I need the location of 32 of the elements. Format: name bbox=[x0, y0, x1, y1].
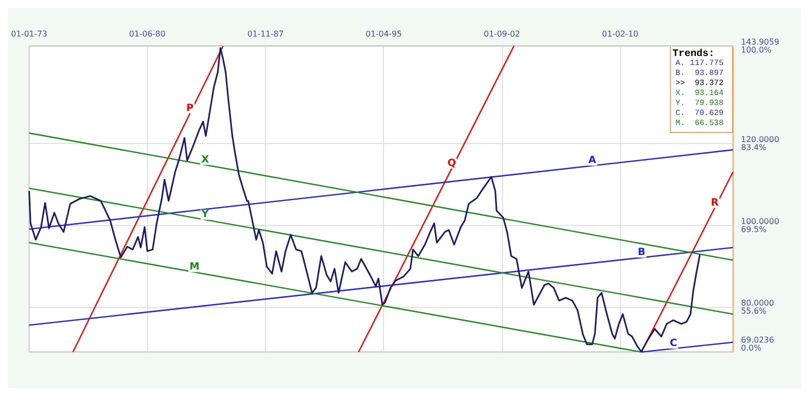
annotation: Y. 79.938 bbox=[676, 99, 724, 108]
annotation: A. 117.775 bbox=[676, 59, 724, 68]
y2-tick-label: 55.6% bbox=[741, 306, 767, 316]
y-tick-label: 143.9059 bbox=[741, 38, 780, 46]
annotation: M. 66.538 bbox=[676, 119, 724, 128]
y-tick-label: 69.0236 0.0% bbox=[741, 336, 774, 352]
series-label: P bbox=[186, 102, 194, 114]
series-label: Y bbox=[200, 209, 210, 220]
series-label: M bbox=[189, 262, 200, 273]
x-tick-label: 01-06-80 bbox=[129, 30, 166, 38]
x-tick-label: 01-09-02 bbox=[484, 30, 520, 38]
series-label: B bbox=[638, 247, 646, 258]
x-tick-label: 01-01-73 bbox=[11, 30, 48, 38]
x-tick-label: 01-02-10 bbox=[602, 30, 638, 38]
y2-tick-label: 69.5% bbox=[741, 224, 767, 234]
x-tick-label: 01-11-87 bbox=[247, 30, 284, 38]
series-label: C bbox=[670, 338, 678, 350]
y-tick-label: 100.0000 bbox=[741, 216, 780, 226]
x-tick-label: 01-04-95 bbox=[366, 30, 402, 38]
series-label: R bbox=[710, 197, 719, 208]
annotation: X. 93.164 bbox=[676, 89, 724, 98]
y2-tick-label: 100.0% bbox=[741, 46, 772, 54]
y-tick-label: 120.0000 bbox=[741, 135, 780, 144]
series-label: A bbox=[588, 155, 596, 166]
annotation: Trends: bbox=[672, 48, 715, 60]
series-label: X bbox=[201, 154, 210, 166]
series-label: Q bbox=[447, 158, 456, 169]
y2-tick-label: 83.4% bbox=[741, 143, 767, 152]
annotation: B. 93.897 bbox=[676, 69, 724, 78]
annotation: C. 70.629 bbox=[676, 109, 724, 118]
annotation: >> 93.372 bbox=[676, 79, 724, 88]
y-tick-label: 80.0000 bbox=[741, 298, 774, 308]
